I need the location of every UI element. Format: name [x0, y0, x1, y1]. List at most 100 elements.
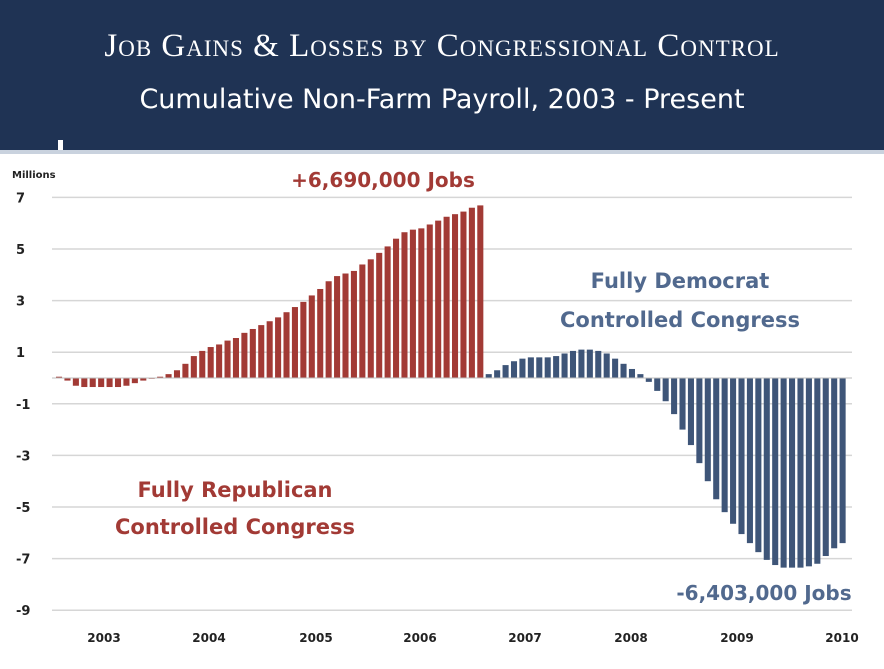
bar-democrat: [772, 378, 779, 566]
bar-democrat: [755, 378, 762, 553]
y-tick-label: 3: [16, 295, 25, 310]
bar-democrat: [662, 378, 669, 402]
bar-republican: [367, 259, 374, 378]
y-tick-label: 1: [16, 346, 25, 361]
bar-republican: [173, 370, 181, 378]
bar-republican: [452, 214, 459, 378]
bar-democrat: [763, 378, 770, 560]
chart-area: 7 5 3 1 -1 -3 -5 -7 -9 Millions 2003 2004 2005 2006 20…: [12, 168, 859, 645]
bar-republican: [275, 317, 282, 378]
bar-republican: [182, 363, 189, 378]
bar-democrat: [612, 358, 619, 378]
x-tick-label: 2003: [87, 631, 120, 645]
chart-title: Job Gains & Losses by Congressional Cont…: [104, 28, 780, 64]
bar-democrat: [620, 363, 627, 378]
bar-republican: [291, 307, 298, 378]
x-tick-label: 2008: [614, 631, 647, 645]
bar-republican: [460, 211, 467, 378]
bar-republican: [199, 350, 206, 378]
bar-democrat: [814, 378, 821, 564]
bar-republican: [207, 347, 214, 378]
bar-democrat: [645, 378, 652, 382]
annotation-peak: +6,690,000 Jobs: [291, 168, 475, 192]
bar-republican: [477, 205, 484, 378]
bar-republican: [232, 338, 240, 378]
bar-republican: [435, 220, 442, 378]
bar-republican: [334, 276, 341, 378]
bar-democrat: [595, 350, 602, 378]
bar-democrat: [704, 378, 711, 482]
y-axis-label: Millions: [12, 170, 56, 181]
bar-democrat: [839, 378, 846, 544]
bar-republican: [350, 270, 357, 378]
bar-republican: [266, 321, 273, 378]
bar-republican: [393, 238, 400, 378]
bar-democrat: [510, 361, 518, 378]
x-tick-label: 2007: [508, 631, 541, 645]
y-tick-label: -7: [16, 553, 30, 568]
bar-democrat: [679, 378, 686, 430]
bar-republican: [190, 356, 197, 378]
bar-republican: [342, 273, 349, 378]
y-tick-label: 7: [16, 191, 25, 206]
bar-democrat: [628, 368, 636, 378]
bar-democrat: [494, 370, 501, 378]
bar-republican: [308, 295, 315, 378]
bar-democrat: [553, 356, 560, 378]
bar-republican: [123, 378, 130, 386]
bar-democrat: [713, 378, 720, 500]
bar-republican: [300, 301, 307, 378]
bar-republican: [426, 224, 433, 378]
bar-democrat: [578, 349, 585, 378]
y-tick-label: -5: [16, 501, 30, 516]
bar-democrat: [561, 353, 568, 378]
bar-democrat: [746, 378, 753, 544]
annotation-trough: -6,403,000 Jobs: [676, 581, 851, 605]
bar-democrat: [502, 365, 509, 378]
annotation-republican-line1: Fully Republican: [137, 478, 332, 502]
bar-republican: [468, 207, 475, 378]
bar-republican: [249, 328, 256, 378]
y-tick-label: -9: [16, 604, 30, 619]
bar-democrat: [586, 349, 593, 378]
x-tick-label: 2005: [299, 631, 332, 645]
title-banner: Job Gains & Losses by Congressional Cont…: [0, 0, 884, 154]
bar-republican: [106, 378, 113, 388]
bar-democrat: [780, 378, 787, 568]
bar-republican: [283, 312, 290, 378]
bar-republican: [81, 378, 88, 388]
bar-democrat: [671, 378, 678, 415]
bar-democrat: [654, 378, 661, 391]
bar-republican: [241, 332, 248, 378]
bar-democrat: [797, 378, 804, 568]
bar-republican: [165, 374, 172, 378]
bar-republican: [56, 376, 63, 378]
bar-republican: [98, 378, 105, 388]
annotation-democrat-line1: Fully Democrat: [591, 269, 770, 293]
bar-republican: [317, 288, 324, 378]
bar-republican: [258, 325, 265, 378]
bar-republican: [409, 229, 416, 378]
y-tick-label: 5: [16, 243, 25, 258]
bar-republican: [359, 264, 366, 378]
y-tick-label: -3: [16, 449, 30, 464]
bar-republican: [325, 281, 332, 378]
bar-democrat: [822, 378, 829, 557]
bar-democrat: [519, 358, 526, 378]
chart-subtitle: Cumulative Non-Farm Payroll, 2003 - Pres…: [139, 84, 745, 115]
bar-democrat: [687, 378, 694, 446]
bar-republican: [376, 252, 383, 378]
bar-democrat: [738, 378, 745, 535]
annotation-republican-line2: Controlled Congress: [115, 515, 355, 539]
x-tick-label: 2010: [825, 631, 858, 645]
bar-republican: [72, 378, 79, 386]
y-tick-label: -1: [16, 398, 30, 413]
bar-democrat: [603, 353, 610, 378]
bar-democrat: [730, 378, 737, 524]
bar-republican: [216, 344, 223, 378]
bar-democrat: [789, 378, 796, 568]
bar-democrat: [527, 357, 534, 378]
x-tick-label: 2006: [403, 631, 436, 645]
bar-republican: [157, 376, 164, 378]
header-divider: [0, 150, 884, 154]
